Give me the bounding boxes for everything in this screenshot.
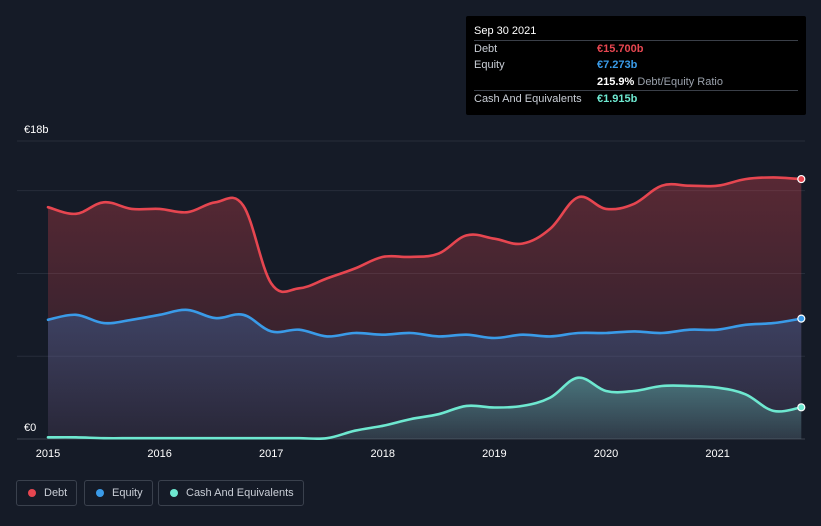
x-axis-ticks: 2015 2016 2017 2018 2019 2020 2021 — [36, 448, 730, 460]
tooltip-row-cash: Cash And Equivalents €1.915b — [474, 90, 798, 108]
tooltip-ratio-value: 215.9% — [597, 76, 635, 88]
series-end-markers — [797, 174, 806, 412]
series-areas — [48, 177, 802, 439]
series-lines — [46, 176, 803, 441]
x-tick-label: 2015 — [36, 448, 60, 460]
legend-debt-dot — [28, 489, 36, 497]
tooltip-equity-value: €7.273b — [597, 59, 638, 71]
debt-line — [46, 176, 803, 294]
tooltip-panel: Sep 30 2021 Debt €15.700b Equity €7.273b… — [466, 16, 806, 115]
tooltip-row-ratio: 215.9% Debt/Equity Ratio — [474, 74, 798, 91]
cash-line — [46, 376, 803, 441]
x-tick-label: 2018 — [371, 448, 395, 460]
tooltip-ratio-label: Debt/Equity Ratio — [637, 76, 723, 88]
tooltip-debt-label: Debt — [474, 43, 498, 55]
equity-line — [46, 308, 803, 340]
x-tick-label: 2019 — [482, 448, 506, 460]
tooltip-date: Sep 30 2021 — [474, 25, 537, 37]
tooltip-row-equity: Equity €7.273b — [474, 57, 798, 74]
legend-debt-label: Debt — [44, 487, 68, 499]
legend-equity-dot — [96, 489, 104, 497]
legend-cash-dot — [170, 489, 178, 497]
x-tick-label: 2021 — [705, 448, 729, 460]
legend-equity-label: Equity — [112, 487, 143, 499]
x-tick-label: 2016 — [147, 448, 171, 460]
debt-end-marker — [797, 174, 806, 184]
x-tick-label: 2017 — [259, 448, 283, 460]
legend-debt[interactable]: Debt — [16, 480, 77, 506]
tooltip-row-debt: Debt €15.700b — [474, 40, 798, 58]
y-axis-ticks: €18b €0 — [24, 124, 48, 434]
y-tick-label: €18b — [24, 124, 48, 136]
x-tick-label: 2020 — [594, 448, 618, 460]
equity-end-marker — [797, 314, 806, 323]
legend-equity[interactable]: Equity — [84, 480, 153, 506]
tooltip-equity-label: Equity — [474, 59, 505, 71]
tooltip-debt-value: €15.700b — [597, 43, 644, 55]
tooltip-cash-value: €1.915b — [597, 93, 638, 105]
legend-cash[interactable]: Cash And Equivalents — [158, 480, 304, 506]
cash-end-marker — [797, 403, 806, 412]
y-tick-label: €0 — [24, 422, 36, 434]
legend-cash-label: Cash And Equivalents — [186, 487, 294, 499]
tooltip-cash-label: Cash And Equivalents — [474, 93, 582, 105]
